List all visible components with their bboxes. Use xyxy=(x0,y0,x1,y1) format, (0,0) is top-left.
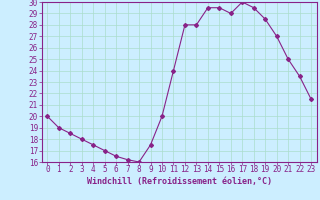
X-axis label: Windchill (Refroidissement éolien,°C): Windchill (Refroidissement éolien,°C) xyxy=(87,177,272,186)
